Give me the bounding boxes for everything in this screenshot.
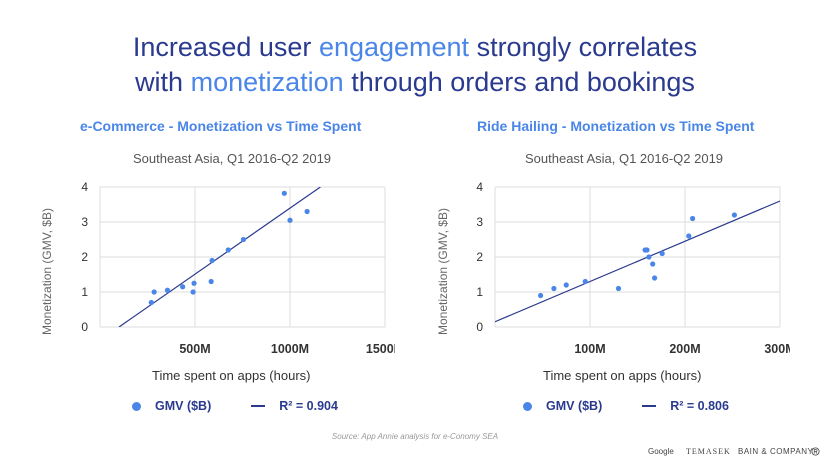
chart-subtitle-ridehailing: Southeast Asia, Q1 2016-Q2 2019: [525, 151, 724, 166]
data-point: [281, 190, 287, 196]
chart-title-ridehailing: Ride Hailing - Monetization vs Time Spen…: [477, 118, 755, 134]
data-point: [164, 287, 171, 293]
legend-dot-icon: [523, 401, 532, 411]
data-point: [551, 285, 557, 292]
y-tick-label: 0: [476, 320, 483, 334]
legend-ecommerce: GMV ($B) R² = 0.904: [132, 399, 338, 413]
data-point: [148, 299, 154, 306]
legend-line-icon: [642, 405, 657, 407]
trendline: [495, 200, 780, 323]
headline-highlight: engagement: [318, 32, 470, 62]
data-point: [538, 292, 544, 299]
headline-text: strongly correlates: [469, 32, 698, 62]
data-point: [225, 247, 231, 253]
data-point: [650, 261, 656, 267]
legend-ridehailing: GMV ($B) R² = 0.806: [523, 399, 729, 413]
data-point: [615, 285, 622, 292]
data-point: [731, 212, 737, 218]
headline-text: through orders and bookings: [343, 67, 695, 97]
y-tick-label: 1: [476, 285, 483, 299]
legend-fit-label: R² = 0.904: [279, 399, 338, 413]
data-point: [304, 208, 310, 215]
headline-text: Increased user: [132, 32, 319, 62]
legend-series-label: GMV ($B): [155, 399, 212, 413]
data-point: [646, 254, 652, 260]
data-point: [190, 289, 196, 295]
x-tick-label: 100M: [574, 342, 605, 356]
data-point: [208, 278, 214, 285]
legend-line-icon: [251, 405, 266, 407]
y-tick-label: 3: [81, 215, 88, 229]
footer-temasek: TEMASEK: [686, 447, 731, 456]
x-tick-label: 300M: [764, 342, 790, 356]
y-tick-label: 1: [81, 285, 88, 299]
data-point: [582, 278, 588, 285]
footer-google: Google: [648, 447, 674, 456]
data-point: [287, 217, 293, 223]
x-tick-label: 200M: [669, 342, 700, 356]
headline: Increased user engagement strongly corre…: [0, 30, 830, 100]
x-axis-label-ecommerce: Time spent on apps (hours): [152, 368, 311, 383]
data-point: [644, 247, 650, 253]
y-axis-label-ecommerce: Monetization (GMV, $B): [40, 208, 54, 335]
data-point: [690, 215, 696, 222]
x-tick-label: 500M: [179, 342, 210, 356]
x-tick-label: 1000M: [271, 342, 309, 356]
footer-bain: BAIN & COMPANY: [738, 447, 814, 456]
data-point: [686, 233, 692, 239]
data-point: [151, 289, 157, 295]
legend-fit-label: R² = 0.806: [670, 399, 729, 413]
headline-highlight: monetization: [190, 67, 344, 97]
source-note: Source: App Annie analysis for e-Conomy …: [331, 432, 499, 441]
data-point: [191, 280, 197, 286]
y-tick-label: 2: [476, 250, 483, 264]
y-axis-label-ridehailing: Monetization (GMV, $B): [436, 208, 450, 335]
data-point: [209, 257, 215, 264]
headline-text: with: [135, 67, 191, 97]
chart-title-ecommerce: e-Commerce - Monetization vs Time Spent: [80, 118, 362, 134]
registered-icon: [811, 447, 820, 456]
y-tick-label: 4: [476, 180, 483, 194]
chart-ridehailing: 0 1 2 3 4 100M 200M 300M: [476, 180, 790, 356]
y-tick-label: 3: [476, 215, 483, 229]
data-point: [563, 282, 569, 288]
data-point: [659, 250, 665, 257]
y-tick-label: 2: [81, 250, 88, 264]
y-tick-label: 0: [81, 320, 88, 334]
chart-subtitle-ecommerce: Southeast Asia, Q1 2016-Q2 2019: [133, 151, 332, 166]
x-axis-label-ridehailing: Time spent on apps (hours): [543, 368, 702, 383]
x-tick-label: 1500M: [366, 342, 395, 356]
legend-dot-icon: [132, 401, 141, 411]
data-point: [652, 275, 658, 281]
chart-ecommerce: 0 1 2 3 4 500M 1000M 1500M: [81, 180, 395, 356]
data-point: [240, 236, 247, 243]
data-point: [180, 284, 186, 290]
y-tick-label: 4: [81, 180, 88, 194]
legend-series-label: GMV ($B): [546, 399, 603, 413]
